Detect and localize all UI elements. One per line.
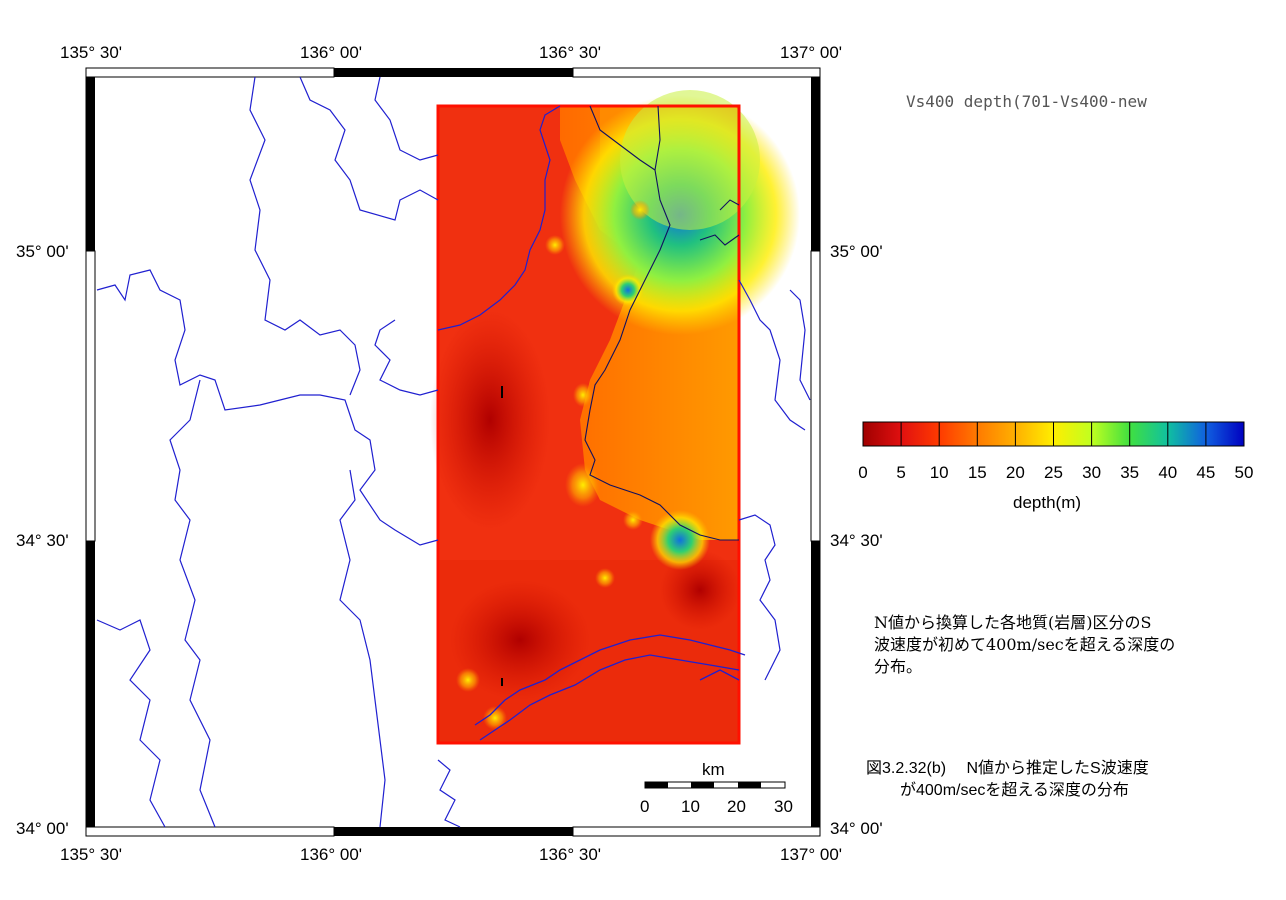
colorbar-tick-label: 30	[1082, 463, 1102, 482]
colorbar-tick-label: 5	[896, 463, 906, 482]
colorbar-tick-label: 40	[1158, 463, 1178, 482]
lon-label-bottom-4: 137° 00'	[780, 845, 843, 864]
lat-label-right-1: 35° 00'	[830, 242, 883, 261]
scale-tick-30: 30	[774, 797, 793, 816]
boundary-lines	[96, 76, 811, 828]
lon-label-top-3: 136° 30'	[539, 43, 602, 62]
scale-tick-10: 10	[681, 797, 700, 816]
frame-border-left	[85, 77, 96, 827]
depth-raster	[430, 90, 800, 745]
scale-bar-unit: km	[702, 760, 725, 779]
lon-label-bottom-3: 136° 30'	[539, 845, 602, 864]
lat-label-left-3: 34° 00'	[16, 819, 69, 838]
map-title: Vs400 depth(701-Vs400-new	[906, 92, 1147, 111]
colorbar-tick-label: 50	[1234, 463, 1254, 482]
lon-label-bottom-1: 135° 30'	[60, 845, 123, 864]
colorbar-tick-label: 35	[1120, 463, 1140, 482]
frame-border-top	[85, 67, 821, 78]
description-line-1: N値から換算した各地質(岩層)区分のS	[874, 613, 1152, 632]
colorbar-tick-label: 45	[1196, 463, 1216, 482]
lat-label-right-2: 34° 30'	[830, 531, 883, 550]
caption-line-1: 図3.2.32(b) N値から推定したS波速度	[866, 760, 1149, 777]
colorbar-label: depth(m)	[1013, 493, 1082, 512]
lon-label-top-4: 137° 00'	[780, 43, 843, 62]
lon-label-top-1: 135° 30'	[60, 43, 123, 62]
frame-border-right	[810, 77, 821, 827]
scale-bar	[644, 781, 786, 789]
caption-line-2: が400m/secを超える深度の分布	[900, 782, 1129, 799]
coastline	[584, 105, 740, 541]
lon-label-top-2: 136° 00'	[300, 43, 363, 62]
lat-label-right-3: 34° 00'	[830, 819, 883, 838]
description-line-3: 分布。	[874, 657, 923, 676]
colorbar-tick-label: 25	[1044, 463, 1063, 482]
colorbar-tick-label: 10	[929, 463, 949, 482]
frame-border-bottom	[85, 826, 821, 837]
scale-tick-0: 0	[640, 797, 650, 816]
colorbar-tick-label: 20	[1005, 463, 1025, 482]
colorbar-tick-label: 15	[967, 463, 987, 482]
colorbar-tick-label: 0	[858, 463, 868, 482]
colorbar	[862, 421, 1245, 447]
description-note: N値から換算した各地質(岩層)区分のS 波速度が初めて400m/secを超える深…	[874, 612, 1175, 678]
lon-label-bottom-2: 136° 00'	[300, 845, 363, 864]
lat-label-left-2: 34° 30'	[16, 531, 69, 550]
lat-label-left-1: 35° 00'	[16, 242, 69, 261]
south-coastline	[474, 634, 746, 741]
figure-caption: 図3.2.32(b) N値から推定したS波速度 が400m/secを超える深度の…	[866, 758, 1149, 802]
description-line-2: 波速度が初めて400m/secを超える深度の	[874, 635, 1176, 654]
scale-tick-20: 20	[727, 797, 746, 816]
